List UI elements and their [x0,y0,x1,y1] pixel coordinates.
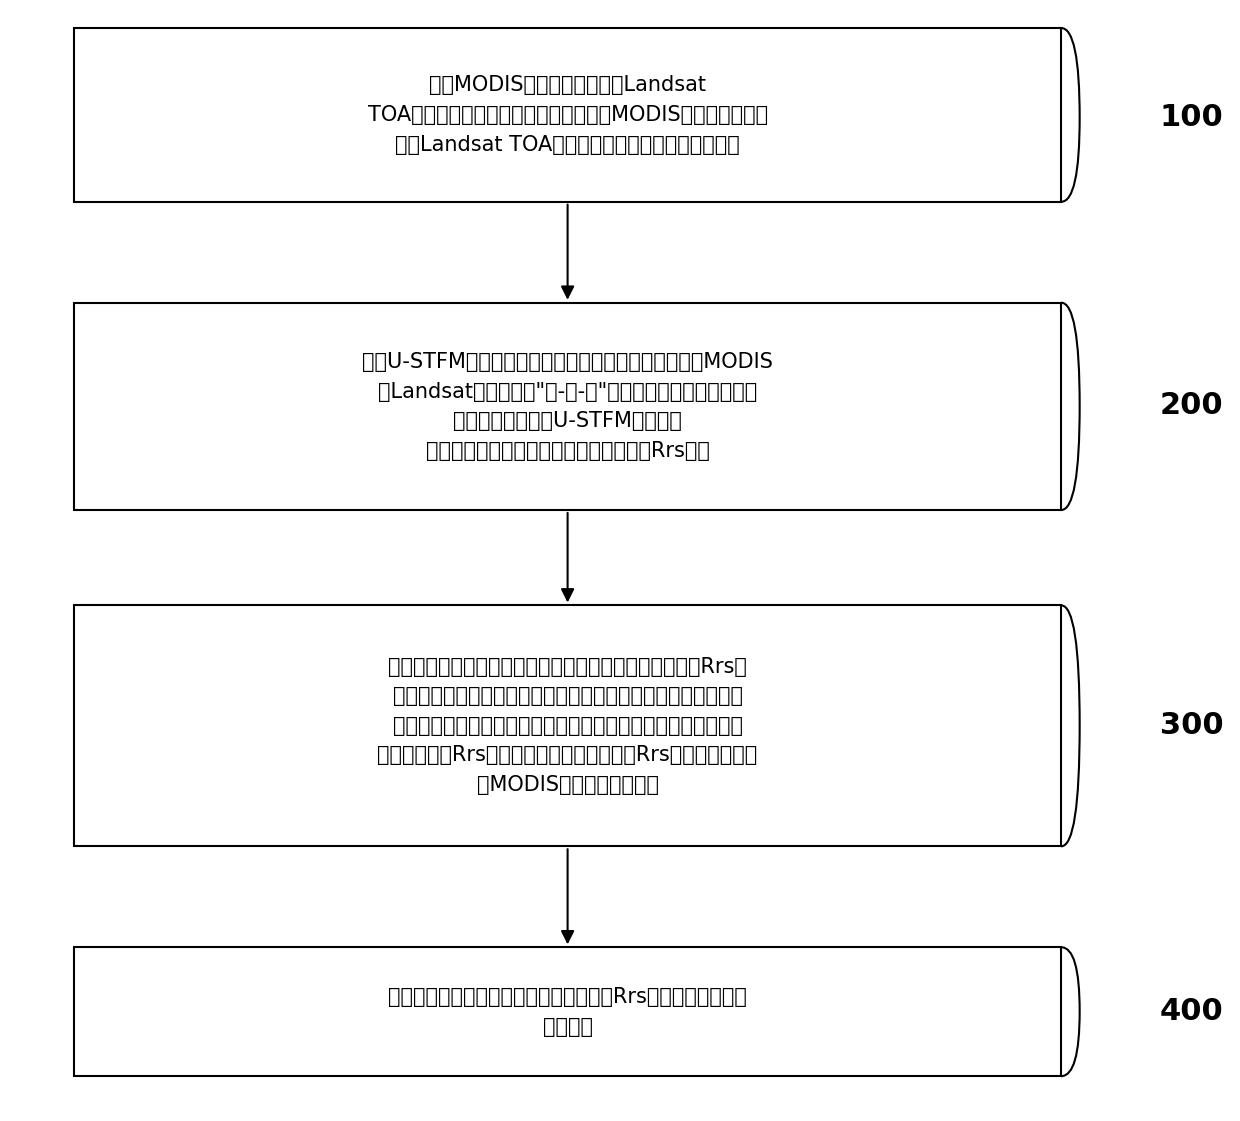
Text: 400: 400 [1159,997,1224,1026]
Text: 利用U-STFM模型以待预测时间为中心，前后各取一天的MODIS
和Landsat数据，形成"前-中-后"的数据对，对时间序列中的
所有的数据对利用U-STFM: 利用U-STFM模型以待预测时间为中心，前后各取一天的MODIS 和Landsa… [362,352,773,461]
FancyBboxPatch shape [74,28,1061,202]
FancyBboxPatch shape [74,303,1061,510]
Text: 300: 300 [1159,711,1224,740]
Text: 在待预测时间，预测了多组蓝色和绿色波段的高分辨率的Rrs数
据后，在空间每个像素的时间序列中，取中值以减少空解和奇异
解对最终数据的影响，最终得到待预测时刻的最: 在待预测时间，预测了多组蓝色和绿色波段的高分辨率的Rrs数 据后，在空间每个像素… [377,657,758,795]
Text: 获取MODIS遥感反射率数据、Landsat
TOA（大气层顶）反射率数据及相对应的MODIS海表叶绿素产品
，将Landsat TOA反射率数据转换为遥感反射: 获取MODIS遥感反射率数据、Landsat TOA（大气层顶）反射率数据及相对… [367,75,768,155]
Text: 200: 200 [1159,391,1224,420]
Text: 利用回归模型得到的关系，将高分辨率的Rrs数据转换为叶绿素
产品数据: 利用回归模型得到的关系，将高分辨率的Rrs数据转换为叶绿素 产品数据 [388,986,746,1037]
FancyBboxPatch shape [74,605,1061,846]
Text: 100: 100 [1159,103,1224,132]
FancyBboxPatch shape [74,947,1061,1076]
